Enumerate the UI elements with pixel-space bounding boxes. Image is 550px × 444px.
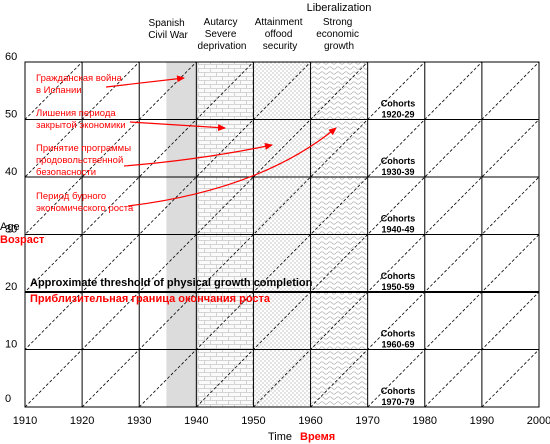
cohort-label-years: 1920-29	[381, 110, 414, 120]
y-axis-label-ru: Возраст	[0, 234, 45, 246]
x-tick-label: 1920	[70, 415, 94, 427]
period-food-security: Attainment offood security	[255, 17, 306, 52]
arrow-food-security	[123, 143, 273, 167]
x-tick-label: 1940	[184, 415, 208, 427]
y-tick-label: 40	[5, 166, 17, 178]
x-tick-label: 2000	[527, 415, 550, 427]
x-tick-labels: 1910 1920 1930 1940 1950 1960 1970 1980 1990 2000	[13, 415, 550, 427]
cohort-label-title: Cohorts	[381, 329, 416, 339]
plot-border	[24, 61, 540, 408]
y-tick-label: 0	[5, 393, 11, 405]
grid	[25, 62, 539, 407]
cohort-label-years: 1960-69	[381, 340, 414, 350]
x-tick-label: 1970	[355, 415, 379, 427]
cohort-label-years: 1930-39	[381, 167, 414, 177]
y-tick-label: 50	[5, 109, 17, 121]
y-tick-label: 20	[5, 281, 17, 293]
annotation-civil-war: Гражданская война в Испании	[36, 73, 125, 96]
cohort-label-title: Cohorts	[381, 271, 416, 281]
annotation-closed-economy: Лишения периода закрытой экономики	[36, 108, 126, 131]
x-tick-label: 1930	[127, 415, 151, 427]
y-axis-label-en: Age	[0, 221, 20, 233]
x-tick-label: 1960	[298, 415, 322, 427]
cohort-label-title: Cohorts	[381, 99, 416, 109]
arrow-civil-war	[105, 75, 185, 88]
x-tick-label: 1950	[241, 415, 265, 427]
cohort-label-title: Cohorts	[381, 156, 416, 166]
x-tick-label: 1910	[13, 415, 37, 427]
cohort-label-years: 1950-59	[381, 282, 414, 292]
y-tick-label: 30	[5, 224, 17, 236]
period-spanish-civil-war: Spanish Civil War	[148, 18, 188, 41]
period-autarcy: Autarcy Severe deprivation	[198, 17, 247, 52]
annotation-economic-growth: Период бурного экономического роста	[36, 191, 134, 214]
y-tick-label: 10	[5, 339, 17, 351]
x-axis-label-en: Time	[268, 431, 292, 443]
x-tick-label: 1980	[413, 415, 437, 427]
cohort-label-years: 1940-49	[381, 225, 414, 235]
threshold-label-en: Approximate threshold of physical growth…	[30, 277, 313, 289]
cohort-label-years: 1970-79	[381, 397, 414, 407]
threshold-label-ru: Приблизительная граница окончания роста	[30, 293, 271, 305]
y-tick-labels: 0 10 20 30 40 50 60	[5, 51, 17, 405]
annotation-food-security: Принятие программы продовольственной без…	[36, 143, 134, 178]
x-tick-label: 1990	[470, 415, 494, 427]
cohort-labels: Cohorts1920-29Cohorts1930-39Cohorts1940-…	[381, 99, 416, 408]
arrow-closed-economy	[129, 121, 226, 132]
x-axis-label-ru: Время	[300, 431, 335, 443]
annotation-arrows	[105, 75, 337, 207]
y-tick-label: 60	[5, 51, 17, 63]
cohort-label-title: Cohorts	[381, 214, 416, 224]
arrow-economic-growth	[127, 127, 337, 207]
liberalization-title: Liberalization	[307, 2, 372, 14]
period-economic-growth: Strong economic growth	[316, 17, 362, 52]
cohort-label-title: Cohorts	[381, 386, 416, 396]
